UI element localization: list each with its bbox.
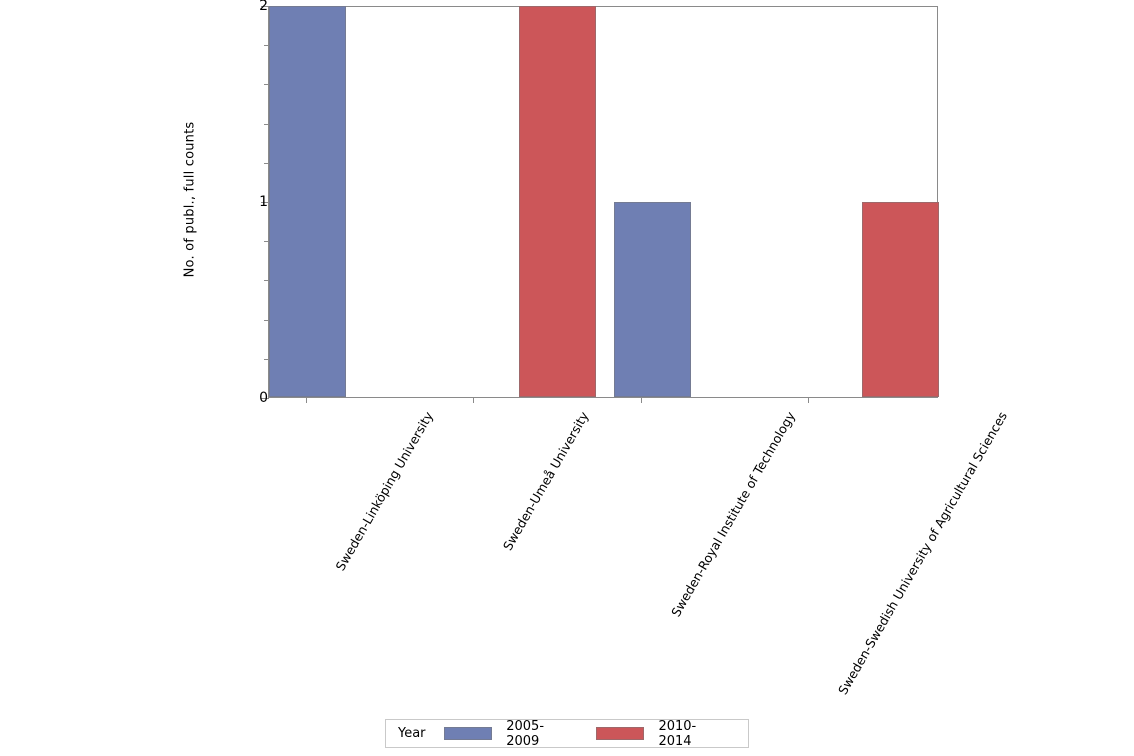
legend-title: Year <box>398 726 426 741</box>
y-axis-title-text: No. of publ., full counts <box>182 121 198 277</box>
y-axis-ticks: 2 1 0 <box>228 0 269 406</box>
y-tick-minor <box>264 162 269 164</box>
legend-label-2010-2014: 2010-2014 <box>658 718 697 749</box>
legend: Year 2005-2009 2010-2014 <box>385 718 749 749</box>
y-tick-major-2 <box>261 6 269 7</box>
y-axis-title: No. of publ., full counts <box>178 0 202 398</box>
y-tick-minor <box>264 45 269 47</box>
y-tick-major-1 <box>261 202 269 203</box>
legend-label-2005-2009: 2005-2009 <box>506 718 545 749</box>
x-tick-1 <box>473 398 474 403</box>
y-tick-minor <box>264 358 269 360</box>
y-tick-minor <box>264 123 269 125</box>
bar-linkoping-2005-2009[interactable] <box>269 6 346 397</box>
x-axis-label-kth-text: Sweden-Royal Institute of Technology <box>668 409 799 620</box>
x-axis-label-umea-text: Sweden-Umeå University <box>500 409 592 554</box>
x-axis-label-linkoping-text: Sweden-Linköping University <box>332 409 436 574</box>
legend-swatch-2010-2014 <box>595 727 645 740</box>
y-tick-minor <box>264 280 269 282</box>
legend-swatch-2005-2009 <box>443 727 493 740</box>
legend-entry-2005-2009[interactable]: 2005-2009 <box>443 718 596 749</box>
bar-kth-2005-2009[interactable] <box>614 202 691 397</box>
x-axis-label-slu: Sweden-Swedish University of Agricultura… <box>835 409 1010 697</box>
plot-area <box>268 6 939 398</box>
y-tick-major-0 <box>261 398 269 399</box>
x-tick-2 <box>641 398 642 403</box>
bar-umea-2010-2014[interactable] <box>519 6 596 397</box>
x-axis-label-slu-text: Sweden-Swedish University of Agricultura… <box>835 409 1011 698</box>
y-tick-minor <box>264 319 269 321</box>
y-tick-label-0: 0 <box>259 390 268 406</box>
y-tick-minor <box>264 241 269 243</box>
x-tick-3 <box>808 398 809 403</box>
x-axis-label-umea: Sweden-Umeå University <box>500 409 592 553</box>
y-tick-label-2: 2 <box>259 0 268 14</box>
y-tick-label-1: 1 <box>259 194 268 210</box>
y-tick-minor <box>264 84 269 86</box>
bar-slu-2010-2014[interactable] <box>862 202 939 397</box>
x-tick-0 <box>306 398 307 403</box>
x-axis-label-linkoping: Sweden-Linköping University <box>332 409 435 573</box>
x-axis-label-kth: Sweden-Royal Institute of Technology <box>668 409 798 619</box>
legend-entry-2010-2014[interactable]: 2010-2014 <box>595 718 748 749</box>
